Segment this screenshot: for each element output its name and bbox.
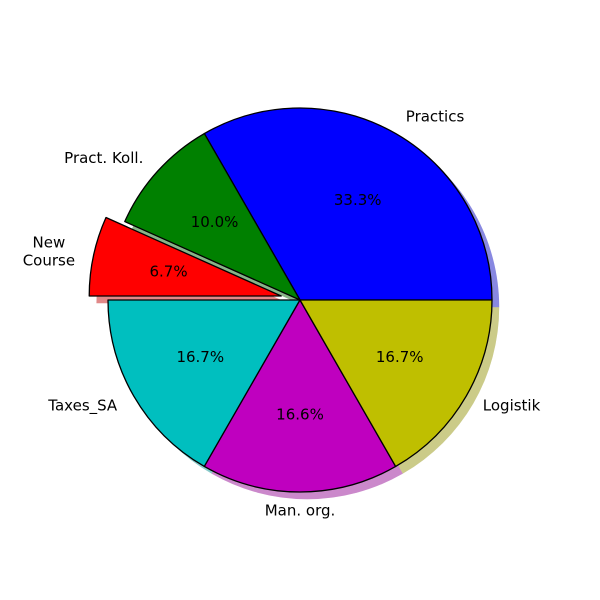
label-new-course: New Course [23, 233, 75, 269]
pct-new-course: 6.7% [150, 262, 188, 280]
slice-taxes-sa [107, 299, 301, 468]
percent-labels: 33.3% 10.0% 6.7% 16.7% 16.6% 16.7% [150, 191, 424, 424]
slice-new-course [88, 216, 282, 297]
pct-man-org: 16.6% [276, 406, 324, 424]
label-taxes-sa: Taxes_SA [47, 396, 118, 415]
pct-logistik: 16.7% [376, 348, 424, 366]
pct-taxes-sa: 16.7% [176, 348, 224, 366]
slice-practics [203, 107, 493, 301]
pct-pract-koll: 10.0% [191, 213, 239, 231]
slice-labels: Practics Pract. Koll. New Course Taxes_SA Man… [23, 108, 541, 520]
slice-logistik [299, 299, 493, 468]
slice-man-org [203, 299, 397, 493]
pct-practics: 33.3% [334, 191, 382, 209]
label-practics: Practics [406, 108, 465, 126]
label-man-org: Man. org. [265, 502, 336, 520]
label-logistik: Logistik [483, 396, 541, 414]
slice-pract-koll [124, 132, 301, 301]
pie-slices [88, 107, 493, 493]
label-pract-koll: Pract. Koll. [64, 149, 143, 167]
